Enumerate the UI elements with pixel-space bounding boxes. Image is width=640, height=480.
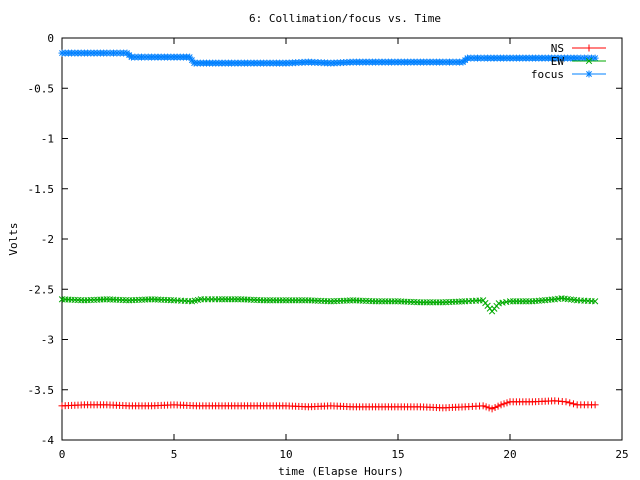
y-axis-label: Volts <box>7 222 20 255</box>
x-tick-label: 25 <box>615 448 628 461</box>
series-focus <box>58 49 599 67</box>
series-layer <box>58 49 599 413</box>
y-tick-label: -2 <box>41 233 54 246</box>
legend-label: EW <box>551 55 565 68</box>
chart-title: 6: Collimation/focus vs. Time <box>249 12 441 25</box>
legend-label: NS <box>551 42 564 55</box>
y-tick-label: -2.5 <box>28 283 55 296</box>
data-point <box>564 295 571 303</box>
x-tick-label: 0 <box>59 448 66 461</box>
data-point <box>561 295 568 302</box>
plot-frame <box>61 37 623 441</box>
y-tick-label: -0.5 <box>28 82 55 95</box>
x-tick-label: 15 <box>391 448 404 461</box>
data-point <box>567 296 575 303</box>
data-point <box>592 55 599 62</box>
data-point <box>591 298 599 305</box>
x-axis-label: time (Elapse Hours) <box>278 465 404 478</box>
y-tick-label: -4 <box>41 434 55 447</box>
y-tick-label: -3.5 <box>28 384 55 397</box>
axis-ticks: 0 5 10 15 20 25 0 -0.5 -1 -1.5 -2 -2.5 -3 -3.5 -4 <box>28 32 629 461</box>
y-tick-label: -3 <box>41 334 54 347</box>
y-tick-label: 0 <box>47 32 54 45</box>
x-tick-label: 10 <box>279 448 292 461</box>
data-point <box>586 71 592 77</box>
data-point <box>585 57 593 65</box>
data-point <box>558 295 565 302</box>
data-point <box>570 296 578 304</box>
series-ew <box>58 295 599 315</box>
x-tick-label: 20 <box>503 448 516 461</box>
y-tick-label: -1 <box>41 133 54 146</box>
series-ns <box>58 397 599 413</box>
y-tick-label: -1.5 <box>28 183 55 196</box>
data-point <box>186 54 193 61</box>
legend-label: focus <box>531 68 564 81</box>
x-tick-label: 5 <box>171 448 178 461</box>
data-point <box>188 57 195 64</box>
